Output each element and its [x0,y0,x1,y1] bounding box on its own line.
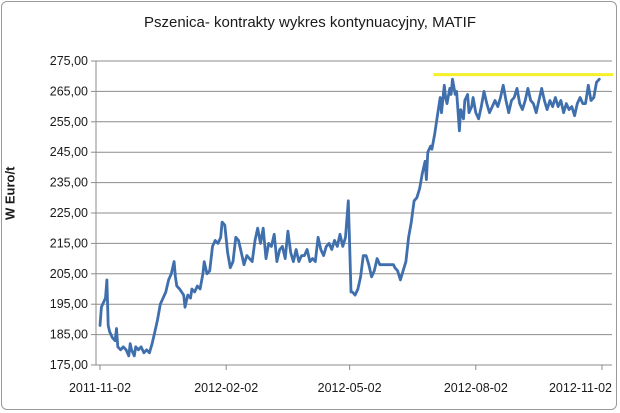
y-tick-label: 245,00 [50,145,88,159]
y-tick-label: 205,00 [50,267,88,281]
y-tick-label: 195,00 [50,297,88,311]
x-tick-label: 2011-11-02 [69,381,131,395]
y-tick-label: 275,00 [50,54,88,68]
y-tick-label: 255,00 [50,115,88,129]
chart-title: Pszenica- kontrakty wykres kontynuacyjny… [143,14,477,31]
y-tick-label: 215,00 [50,236,88,250]
x-tick-label: 2012-08-02 [444,381,508,395]
y-tick-label: 265,00 [50,84,88,98]
y-tick-label: 175,00 [50,358,88,372]
x-tick-label: 2012-11-02 [549,381,612,395]
y-tick-label: 185,00 [50,328,88,342]
price-series-line [98,77,601,358]
x-tick-label: 2012-05-02 [318,381,382,395]
x-tick-label: 2012-02-02 [194,381,258,395]
y-tick-label: 225,00 [50,206,88,220]
y-tick-label: 235,00 [50,176,88,190]
